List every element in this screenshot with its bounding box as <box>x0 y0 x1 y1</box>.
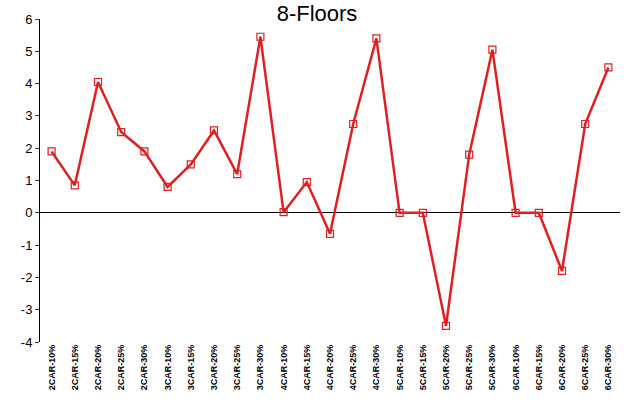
svg-text:3CAR-25%: 3CAR-25% <box>232 345 242 391</box>
svg-text:5CAR-25%: 5CAR-25% <box>464 345 474 391</box>
svg-text:-1: -1 <box>21 238 33 253</box>
svg-text:6CAR-25%: 6CAR-25% <box>580 345 590 391</box>
svg-text:1: 1 <box>25 173 32 188</box>
svg-text:4CAR-25%: 4CAR-25% <box>348 345 358 391</box>
svg-text:5CAR-20%: 5CAR-20% <box>441 345 451 391</box>
svg-text:5CAR-15%: 5CAR-15% <box>418 345 428 391</box>
svg-text:3CAR-30%: 3CAR-30% <box>255 345 265 391</box>
svg-text:4CAR-10%: 4CAR-10% <box>279 345 289 391</box>
svg-text:3: 3 <box>25 108 32 123</box>
svg-text:2CAR-20%: 2CAR-20% <box>93 345 103 391</box>
svg-text:4CAR-30%: 4CAR-30% <box>371 345 381 391</box>
svg-text:6: 6 <box>25 12 32 27</box>
svg-text:2CAR-15%: 2CAR-15% <box>70 345 80 391</box>
svg-text:2CAR-25%: 2CAR-25% <box>116 345 126 391</box>
svg-text:2: 2 <box>25 141 32 156</box>
svg-text:6CAR-10%: 6CAR-10% <box>511 345 521 391</box>
svg-text:2CAR-30%: 2CAR-30% <box>139 345 149 391</box>
svg-text:5: 5 <box>25 44 32 59</box>
svg-text:3CAR-10%: 3CAR-10% <box>163 345 173 391</box>
svg-text:6CAR-15%: 6CAR-15% <box>534 345 544 391</box>
svg-text:6CAR-20%: 6CAR-20% <box>557 345 567 391</box>
svg-text:2CAR-10%: 2CAR-10% <box>47 345 57 391</box>
svg-text:0: 0 <box>25 205 32 220</box>
svg-text:5CAR-10%: 5CAR-10% <box>395 345 405 391</box>
svg-text:6CAR-30%: 6CAR-30% <box>603 345 613 391</box>
svg-text:-3: -3 <box>21 302 33 317</box>
svg-text:5CAR-30%: 5CAR-30% <box>487 345 497 391</box>
svg-text:4CAR-20%: 4CAR-20% <box>325 345 335 391</box>
svg-text:3CAR-15%: 3CAR-15% <box>186 345 196 391</box>
svg-text:4: 4 <box>25 76 32 91</box>
svg-text:-2: -2 <box>21 270 33 285</box>
svg-text:4CAR-15%: 4CAR-15% <box>302 345 312 391</box>
svg-text:3CAR-20%: 3CAR-20% <box>209 345 219 391</box>
svg-text:8-Floors: 8-Floors <box>277 1 358 26</box>
svg-text:-4: -4 <box>21 335 33 350</box>
